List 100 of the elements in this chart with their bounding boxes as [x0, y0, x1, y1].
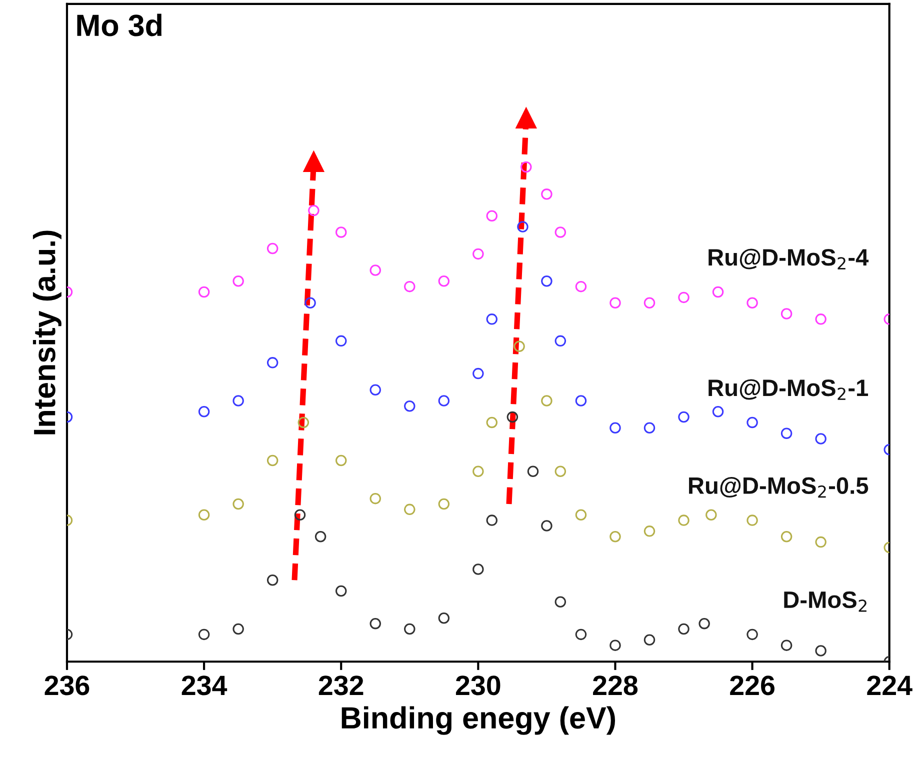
- point: [541, 395, 552, 406]
- point: [370, 618, 381, 630]
- point: [815, 433, 826, 444]
- point: [712, 406, 724, 418]
- point: [404, 623, 416, 635]
- point: [198, 406, 210, 418]
- series-label: Ru@D-MoS$_{2}$-4: [708, 248, 869, 270]
- point: [298, 416, 310, 428]
- point: [541, 276, 552, 287]
- point: [472, 248, 484, 260]
- point: [678, 623, 690, 635]
- point: [610, 297, 621, 309]
- x-tick-label: 234: [182, 676, 228, 696]
- point: [815, 314, 826, 325]
- point: [472, 368, 484, 380]
- point: [232, 498, 244, 510]
- point: [438, 612, 450, 624]
- point: [303, 151, 324, 172]
- point: [610, 640, 621, 651]
- point: [472, 466, 484, 478]
- point: [404, 504, 416, 516]
- point: [335, 585, 347, 597]
- point: [486, 416, 498, 428]
- series-label: Ru@D-MoS$_{2}$-0.5: [689, 477, 868, 498]
- y-axis-title: Intensity (a.u.): [32, 230, 62, 434]
- point: [232, 395, 244, 406]
- point: [815, 536, 826, 548]
- point: [232, 276, 244, 287]
- point: [698, 618, 710, 630]
- point: [486, 514, 498, 526]
- point: [438, 395, 450, 406]
- point: [780, 640, 792, 651]
- point: [266, 242, 278, 254]
- point: [370, 264, 381, 276]
- point: [554, 596, 566, 608]
- point: [527, 466, 539, 478]
- x-axis-title: Binding enegy (eV): [342, 706, 616, 735]
- point: [678, 411, 690, 423]
- point: [232, 623, 244, 635]
- point: [486, 210, 498, 222]
- point: [706, 509, 717, 520]
- chart-title: Mo 3d: [77, 14, 162, 36]
- point: [575, 509, 587, 520]
- point: [294, 509, 306, 520]
- point: [404, 280, 416, 292]
- series-label: Ru@D-MoS$_{2}$-1: [708, 379, 868, 400]
- point: [554, 226, 566, 238]
- point: [370, 492, 381, 504]
- point: [438, 498, 450, 510]
- point: [516, 108, 537, 128]
- x-tick-label: 232: [318, 676, 364, 696]
- point: [370, 384, 381, 396]
- x-tick-label: 224: [867, 676, 912, 695]
- point: [314, 530, 326, 542]
- x-tick-label: 236: [44, 676, 90, 696]
- point: [678, 292, 690, 304]
- point: [520, 161, 532, 173]
- point: [335, 226, 347, 238]
- point: [541, 188, 552, 200]
- point: [712, 286, 724, 298]
- point: [575, 395, 587, 406]
- point: [554, 335, 566, 347]
- point: [335, 454, 347, 466]
- point: [404, 400, 416, 412]
- point: [815, 645, 826, 656]
- point: [678, 514, 690, 526]
- point: [746, 628, 758, 640]
- x-tick-label: 226: [730, 676, 774, 696]
- point: [746, 416, 758, 428]
- point: [780, 530, 792, 542]
- point: [575, 628, 587, 640]
- point: [517, 221, 528, 232]
- point: [198, 286, 210, 298]
- x-tick-label: 228: [593, 676, 638, 696]
- point: [610, 530, 621, 542]
- point: [304, 297, 316, 309]
- point: [514, 340, 525, 352]
- point: [198, 509, 210, 520]
- series-label: D-MoS$_{2}$: [784, 591, 866, 612]
- point: [644, 297, 656, 309]
- point: [198, 628, 210, 640]
- point: [472, 564, 484, 575]
- point: [554, 466, 566, 478]
- point: [541, 520, 552, 532]
- point: [308, 204, 320, 216]
- point: [780, 308, 792, 320]
- point: [266, 357, 278, 368]
- x-tick-label: 230: [456, 676, 500, 696]
- point: [266, 574, 278, 586]
- point: [506, 411, 518, 423]
- point: [335, 335, 347, 347]
- point: [644, 422, 656, 434]
- point: [266, 454, 278, 466]
- point: [644, 634, 656, 646]
- point: [438, 276, 450, 287]
- point: [575, 280, 587, 292]
- point: [780, 428, 792, 439]
- point: [644, 526, 656, 537]
- point: [746, 514, 758, 526]
- point: [746, 297, 758, 309]
